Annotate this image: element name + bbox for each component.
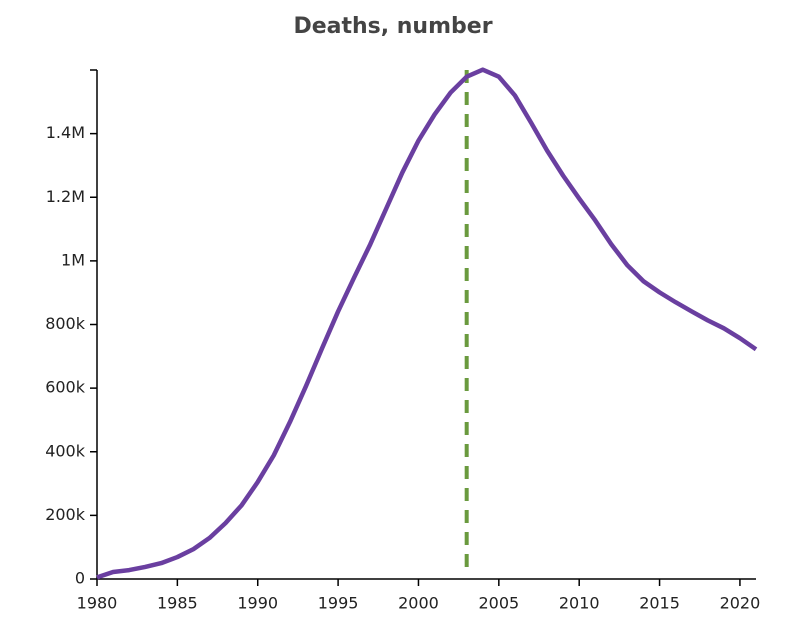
y-tick-label: 400k bbox=[45, 441, 86, 460]
chart-title: Deaths, number bbox=[293, 14, 492, 39]
y-tick-label: 600k bbox=[45, 378, 86, 397]
x-tick-label: 2015 bbox=[639, 594, 680, 613]
y-tick-label: 1.2M bbox=[46, 187, 85, 206]
x-tick-label: 1990 bbox=[237, 594, 278, 613]
x-tick-label: 2005 bbox=[478, 594, 519, 613]
x-tick-label: 1985 bbox=[157, 594, 198, 613]
y-tick-label: 1.4M bbox=[46, 123, 85, 142]
x-tick-label: 2000 bbox=[398, 594, 439, 613]
x-tick-label: 2010 bbox=[559, 594, 600, 613]
data-line bbox=[96, 67, 758, 580]
y-tick-label: 800k bbox=[45, 314, 86, 333]
y-tick-label: 0 bbox=[75, 569, 85, 588]
y-tick-label: 1M bbox=[61, 250, 85, 269]
x-tick-label: 2020 bbox=[720, 594, 761, 613]
x-tick-label: 1980 bbox=[77, 594, 118, 613]
y-tick-label: 200k bbox=[45, 505, 86, 524]
x-tick-label: 1995 bbox=[318, 594, 359, 613]
